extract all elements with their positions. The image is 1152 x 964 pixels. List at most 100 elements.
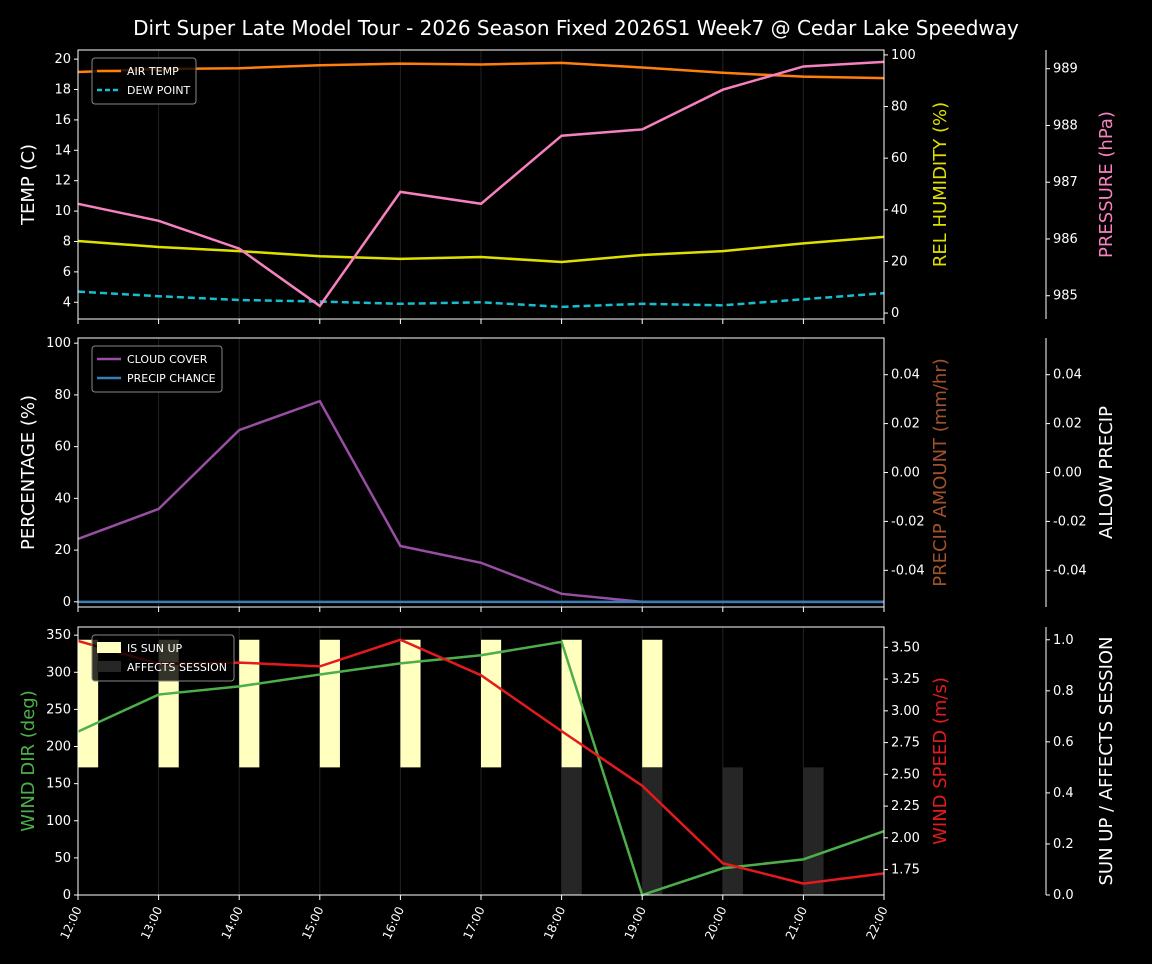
y-tick-label: 0: [63, 595, 71, 610]
right-axis-label: WIND SPEED (m/s): [930, 677, 951, 845]
right-tick-label: 0.02: [891, 417, 920, 432]
bar-is-sun-up: [239, 639, 260, 768]
right-axis-label: PRECIP AMOUNT (mm/hr): [930, 358, 951, 587]
right-axis-label: SUN UP / AFFECTS SESSION: [1096, 636, 1117, 885]
right-axis-label: ALLOW PRECIP: [1096, 406, 1117, 539]
right-axis-label: PRESSURE (hPa): [1096, 111, 1117, 258]
x-tick-label: 17:00: [460, 904, 487, 941]
y-tick-label: 150: [46, 777, 71, 792]
bar-is-sun-up: [319, 639, 340, 768]
y-tick-label: 80: [54, 388, 71, 403]
right-tick-label: 2.00: [891, 831, 920, 846]
legend-label: AIR TEMP: [127, 65, 179, 78]
series-line-air-temp: [77, 61, 885, 80]
y-tick-label: 60: [54, 440, 71, 455]
x-tick-label: 19:00: [622, 904, 649, 941]
x-tick-label: 22:00: [863, 904, 890, 941]
left-axis-label: WIND DIR (deg): [18, 690, 39, 832]
series-line-dew-point: [77, 290, 885, 309]
y-tick-label: 100: [46, 336, 71, 351]
series-line-left: [77, 640, 885, 897]
legend-box: [91, 57, 197, 105]
x-tick-label: 14:00: [219, 904, 246, 941]
legend-box: [91, 345, 223, 393]
right-tick-label: 3.25: [891, 672, 920, 687]
bar-is-sun-up: [561, 639, 582, 768]
right-tick-label: 0.4: [1053, 786, 1074, 801]
panel-1: 4 6 8 10 12 14 16 18 20 0 20 40 60 80 100 REL HUMIDITY …: [18, 48, 1117, 324]
right-tick-label: 986: [1053, 232, 1078, 247]
right-tick-label: 1.0: [1053, 633, 1074, 648]
right-tick-label: 80: [891, 100, 908, 115]
chart-title: Dirt Super Late Model Tour - 2026 Season…: [133, 16, 1019, 40]
y-tick-label: 50: [54, 851, 71, 866]
right-tick-label: 2.50: [891, 767, 920, 782]
right-tick-label: 1.75: [891, 863, 920, 878]
bar-affects-session: [561, 767, 582, 895]
series-line-right2: [77, 60, 885, 308]
right-tick-label: -0.04: [891, 563, 925, 578]
right-tick-label: 100: [891, 48, 916, 63]
legend-label: PRECIP CHANCE: [127, 372, 216, 385]
bar-affects-session: [722, 767, 743, 895]
y-tick-label: 4: [63, 295, 71, 310]
right-tick-label: 0.02: [1053, 417, 1082, 432]
x-tick-label: 16:00: [380, 904, 407, 941]
legend: AIR TEMP DEW POINT: [91, 57, 197, 105]
right-tick-label: 0.00: [891, 466, 920, 481]
bar-is-sun-up: [481, 639, 502, 768]
y-tick-label: 16: [54, 113, 71, 128]
right-tick-label: 988: [1053, 118, 1078, 133]
legend-swatch: [97, 642, 121, 653]
y-tick-label: 12: [54, 174, 71, 189]
y-tick-label: 20: [54, 543, 71, 558]
y-tick-label: 200: [46, 740, 71, 755]
right-tick-label: 0.0: [1053, 888, 1074, 903]
right-tick-label: -0.04: [1053, 563, 1087, 578]
right-tick-label: 2.25: [891, 799, 920, 814]
bar-is-sun-up: [400, 639, 421, 768]
bar-affects-session: [803, 767, 824, 895]
right-tick-label: 20: [891, 254, 908, 269]
y-tick-label: 0: [63, 888, 71, 903]
panel-2: 0 20 40 60 80 100 -0.04 -0.02 0.00 0.02 0.04 PRECIP…: [18, 336, 1117, 612]
right-tick-label: 0.8: [1053, 684, 1074, 699]
series-line-right1: [77, 235, 885, 264]
x-tick-label: 18:00: [541, 904, 568, 941]
right-tick-label: 0.2: [1053, 837, 1074, 852]
y-tick-label: 8: [63, 234, 71, 249]
x-tick-label: 13:00: [138, 904, 165, 941]
bar-is-sun-up: [642, 639, 663, 768]
right-tick-label: -0.02: [1053, 514, 1087, 529]
y-tick-label: 18: [54, 83, 71, 98]
right-tick-label: 3.50: [891, 640, 920, 655]
legend: CLOUD COVER PRECIP CHANCE: [91, 345, 223, 393]
x-tick-label: 15:00: [299, 904, 326, 941]
x-tick-label: 20:00: [702, 904, 729, 941]
right-tick-label: 0.6: [1053, 735, 1074, 750]
right-tick-label: 985: [1053, 289, 1078, 304]
y-tick-label: 350: [46, 628, 71, 643]
bar-affects-session: [642, 767, 663, 895]
y-tick-label: 250: [46, 702, 71, 717]
x-tick-label: 21:00: [783, 904, 810, 941]
y-tick-label: 40: [54, 491, 71, 506]
legend-label: CLOUD COVER: [127, 353, 208, 366]
right-tick-label: 40: [891, 203, 908, 218]
x-tick-label: 12:00: [57, 904, 84, 941]
right-tick-label: 0.04: [1053, 368, 1082, 383]
right-tick-label: -0.02: [891, 514, 925, 529]
legend-swatch: [97, 661, 121, 672]
left-axis-label: PERCENTAGE (%): [18, 395, 39, 550]
y-tick-label: 14: [54, 143, 71, 158]
right-tick-label: 3.00: [891, 704, 920, 719]
right-tick-label: 2.75: [891, 736, 920, 751]
legend: IS SUN UP AFFECTS SESSION: [91, 634, 235, 682]
panel-3: 0 50 100 150 200 250 300 350 1.75 2.00 2.25 2.50 2.7…: [18, 626, 1117, 942]
left-axis-label: TEMP (C): [18, 144, 39, 226]
legend-box: [91, 634, 235, 682]
y-tick-label: 100: [46, 814, 71, 829]
right-tick-label: 987: [1053, 175, 1078, 190]
y-tick-label: 300: [46, 665, 71, 680]
